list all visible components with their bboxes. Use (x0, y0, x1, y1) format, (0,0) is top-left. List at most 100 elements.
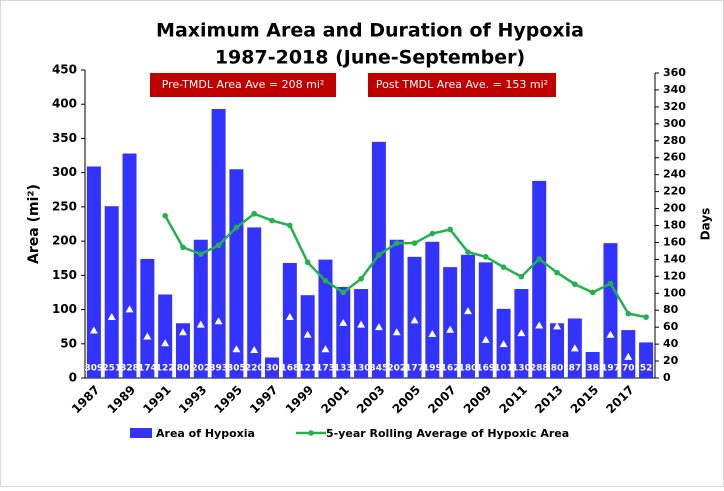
y-tick-label: 0 (69, 371, 77, 385)
bar-value-label: 328 (120, 364, 139, 374)
duration-marker (143, 332, 152, 340)
bar (158, 294, 173, 378)
y-axis-label: Area (mi²) (26, 184, 42, 264)
duration-marker (499, 340, 508, 348)
duration-marker (481, 335, 490, 343)
bar (282, 263, 297, 378)
y2-tick-label: 0 (663, 371, 671, 384)
duration-marker (161, 339, 170, 347)
rolling-average-point (304, 259, 311, 266)
rolling-average-point (393, 240, 400, 246)
y2-tick-label: 100 (663, 286, 686, 299)
rolling-average-point (215, 242, 222, 249)
duration-marker (196, 320, 205, 328)
y2-tick-label: 160 (663, 235, 686, 248)
y-tick-label: 300 (52, 165, 77, 179)
bar-value-label: 345 (370, 364, 389, 374)
rolling-average-point (625, 310, 632, 317)
duration-marker (463, 307, 472, 315)
y2-tick-label: 40 (663, 337, 679, 350)
duration-marker (517, 329, 526, 337)
y2-axis-label: Days (699, 208, 713, 241)
annotation-box (368, 73, 556, 97)
bar-value-label: 251 (102, 364, 121, 374)
rolling-average-point (643, 314, 649, 320)
bar (425, 241, 440, 378)
duration-marker (446, 325, 455, 333)
duration-marker (553, 322, 562, 330)
bar (603, 243, 618, 378)
y-tick-label: 200 (52, 234, 77, 248)
bar-value-label: 169 (476, 364, 495, 374)
duration-marker (250, 346, 259, 354)
rolling-average-point (572, 281, 578, 288)
duration-marker (357, 320, 366, 328)
duration-marker (214, 317, 223, 325)
bar-value-label: 133 (334, 364, 353, 374)
bar-value-label: 168 (280, 364, 299, 374)
y-tick-label: 100 (52, 302, 77, 316)
rolling-average-point (340, 289, 347, 296)
bar-value-label: 38 (586, 364, 599, 374)
y-tick-label: 50 (60, 336, 77, 350)
bar-value-label: 174 (138, 364, 157, 374)
duration-marker (339, 318, 348, 326)
bar-value-label: 220 (245, 364, 264, 374)
annotation: Pre-TMDL Area Ave = 208 mi² (162, 78, 325, 91)
bar (585, 351, 600, 378)
bar-value-label: 130 (512, 364, 531, 374)
bar-value-label: 305 (227, 364, 246, 374)
y2-tick-label: 140 (663, 252, 686, 265)
y-tick-label: 400 (52, 97, 77, 111)
y2-tick-label: 320 (663, 100, 686, 113)
bar (193, 239, 208, 378)
rolling-average-line (164, 212, 647, 319)
bar-value-label: 87 (569, 364, 582, 374)
rolling-average-point (589, 289, 596, 296)
bar (532, 180, 547, 378)
y2-tick-label: 180 (663, 219, 686, 232)
duration-marker (570, 344, 579, 352)
bar (104, 206, 119, 378)
duration-marker (303, 330, 312, 338)
y-tick-label: 350 (52, 131, 77, 145)
duration-marker (125, 305, 134, 313)
y2-tick-label: 340 (663, 83, 686, 96)
duration-marker (89, 326, 98, 334)
duration-marker (392, 328, 401, 336)
bar (389, 239, 404, 378)
bar-value-label: 202 (387, 364, 406, 374)
rolling-average-point (607, 280, 614, 287)
bar (122, 153, 137, 378)
rolling-average-point (465, 249, 471, 255)
bar-value-label: 80 (551, 364, 564, 374)
duration-marker (232, 345, 241, 353)
duration-marker (624, 352, 633, 360)
bar-value-label: 52 (640, 364, 653, 374)
legend-swatch (130, 428, 152, 438)
y2-tick-label: 20 (663, 354, 679, 367)
rolling-average-point (197, 251, 204, 257)
rolling-average-point (429, 230, 436, 237)
bar-value-label: 80 (177, 364, 190, 374)
legend-label: Area of Hypoxia (156, 427, 255, 440)
bar (550, 323, 565, 378)
bar-value-label: 101 (494, 364, 513, 374)
bar (336, 286, 351, 378)
legend-label: 5-year Rolling Average of Hypoxic Area (326, 427, 569, 440)
chart-subtitle: 1987-2018 (June-September) (215, 47, 525, 69)
y2-tick-label: 220 (663, 185, 686, 198)
bar (229, 169, 244, 378)
rolling-average-point (322, 278, 329, 284)
y2-tick-label: 240 (663, 168, 686, 181)
duration-marker (374, 323, 383, 331)
y2-tick-label: 300 (663, 117, 686, 130)
y-tick-label: 150 (52, 268, 77, 282)
bar (478, 262, 493, 378)
bar-value-label: 130 (352, 364, 371, 374)
annotation-box (150, 73, 336, 97)
rolling-average-point (411, 240, 418, 246)
bar-value-label: 30 (266, 364, 279, 374)
y-tick-label: 250 (52, 199, 77, 213)
bar-value-label: 288 (530, 364, 549, 374)
